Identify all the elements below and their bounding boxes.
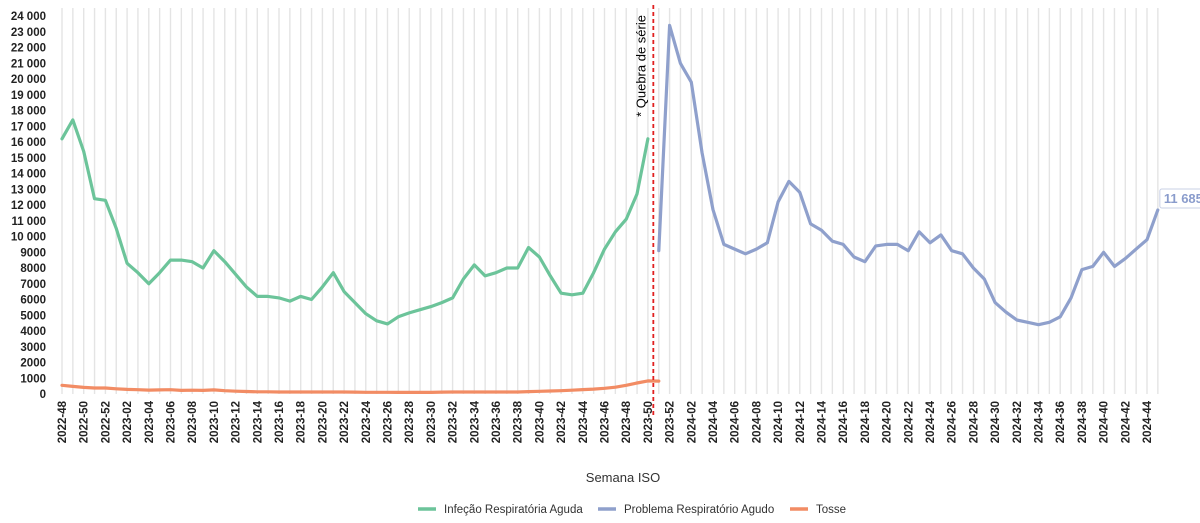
x-tick-label: 2024-14: [817, 400, 829, 443]
x-axis-ticks: 2022-48 2022-50 2022-52 2023-02 2023-04 2023-…: [57, 400, 1154, 443]
y-tick-label: 23 000: [11, 27, 46, 39]
x-tick-label: 2023-36: [491, 401, 503, 443]
annotations: * Quebra de série 11 685: [633, 5, 1200, 416]
x-tick-label: 2023-10: [209, 401, 221, 443]
x-tick-label: 2022-48: [57, 400, 69, 443]
x-tick-label: 2024-22: [903, 401, 915, 443]
y-tick-label: 3000: [20, 342, 46, 354]
series-line: [60, 118, 650, 326]
x-tick-label: 2023-46: [600, 401, 612, 443]
y-tick-label: 9000: [20, 247, 46, 259]
y-tick-label: 1000: [20, 373, 46, 385]
y-tick-label: 24 000: [11, 11, 46, 23]
x-tick-label: 2023-32: [448, 401, 460, 443]
y-tick-label: 16 000: [11, 137, 46, 149]
x-tick-label: 2023-14: [252, 400, 264, 443]
x-tick-label: 2024-08: [751, 400, 763, 443]
x-tick-label: 2024-40: [1099, 401, 1111, 443]
x-tick-label: 2023-42: [556, 401, 568, 443]
x-tick-label: 2024-24: [925, 400, 937, 443]
y-tick-label: 6000: [20, 295, 46, 307]
x-tick-label: 2024-28: [968, 400, 980, 443]
x-tick-label: 2024-44: [1142, 400, 1154, 443]
x-tick-label: 2024-20: [882, 401, 894, 443]
x-tick-label: 2023-20: [317, 401, 329, 443]
y-tick-label: 20 000: [11, 74, 46, 86]
x-tick-label: 2023-08: [187, 400, 199, 443]
series-lines: [60, 23, 1160, 394]
x-tick-label: 2023-18: [296, 400, 308, 443]
x-tick-label: 2023-16: [274, 401, 286, 443]
x-tick-label: 2023-44: [578, 400, 590, 443]
legend-label: Tosse: [816, 504, 846, 516]
x-tick-label: 2023-50: [643, 401, 655, 443]
x-tick-label: 2024-06: [730, 401, 742, 443]
y-tick-label: 17 000: [11, 121, 46, 133]
x-tick-label: 2023-28: [404, 400, 416, 443]
x-tick-label: 2022-50: [79, 401, 91, 443]
y-tick-label: 4000: [20, 326, 46, 338]
x-tick-label: 2024-04: [708, 400, 720, 443]
x-tick-label: 2024-38: [1077, 400, 1089, 443]
legend-label: Infeção Respiratória Aguda: [444, 504, 583, 516]
legend: Infeção Respiratória Aguda Problema Respi…: [418, 504, 846, 516]
x-tick-label: 2023-40: [534, 401, 546, 443]
x-tick-label: 2023-22: [339, 401, 351, 443]
series-break-label: * Quebra de série: [633, 15, 648, 117]
y-tick-label: 5000: [20, 310, 46, 322]
grid: [61, 8, 1159, 394]
end-value-box: [1159, 188, 1200, 209]
x-tick-label: 2023-02: [122, 401, 134, 443]
y-tick-label: 11 000: [11, 216, 46, 228]
y-tick-label: 21 000: [11, 58, 46, 70]
series-line: [657, 23, 1160, 327]
x-tick-label: 2024-42: [1120, 401, 1132, 443]
x-tick-label: 2024-12: [795, 401, 807, 443]
y-tick-label: 8000: [20, 263, 46, 275]
y-tick-label: 15 000: [11, 153, 46, 165]
y-tick-label: 2000: [20, 358, 46, 370]
x-tick-label: 2024-30: [990, 401, 1002, 443]
series-line: [60, 379, 661, 394]
x-tick-label: 2024-26: [947, 401, 959, 443]
x-tick-label: 2024-10: [773, 401, 785, 443]
x-axis-title: Semana ISO: [586, 470, 660, 485]
y-tick-label: 14 000: [11, 169, 46, 181]
x-tick-label: 2024-16: [838, 401, 850, 443]
x-tick-label: 2024-34: [1034, 400, 1046, 443]
x-tick-label: 2023-48: [621, 400, 633, 443]
end-value-label: 11 685: [1164, 191, 1200, 206]
y-axis-ticks: 0 1000 2000 3000 4000 5000 6000 7000 8000 9000 10 …: [11, 11, 46, 401]
y-tick-label: 10 000: [11, 232, 46, 244]
x-tick-label: 2023-24: [361, 400, 373, 443]
x-tick-label: 2023-34: [469, 400, 481, 443]
y-tick-label: 7000: [20, 279, 46, 291]
y-tick-label: 13 000: [11, 184, 46, 196]
x-tick-label: 2024-02: [686, 401, 698, 443]
x-tick-label: 2023-52: [665, 401, 677, 443]
y-tick-label: 0: [40, 389, 46, 401]
y-tick-label: 18 000: [11, 106, 46, 118]
x-tick-label: 2022-52: [100, 401, 112, 443]
x-tick-label: 2023-12: [231, 401, 243, 443]
y-tick-label: 19 000: [11, 90, 46, 102]
y-tick-label: 22 000: [11, 43, 46, 55]
x-tick-label: 2024-36: [1055, 401, 1067, 443]
x-tick-label: 2024-18: [860, 400, 872, 443]
x-tick-label: 2023-30: [426, 401, 438, 443]
x-tick-label: 2024-32: [1012, 401, 1024, 443]
x-tick-label: 2023-06: [166, 401, 178, 443]
x-tick-label: 2023-26: [383, 401, 395, 443]
x-tick-label: 2023-38: [513, 400, 525, 443]
x-tick-label: 2023-04: [144, 400, 156, 443]
y-tick-label: 12 000: [11, 200, 46, 212]
legend-label: Problema Respiratório Agudo: [624, 504, 774, 516]
